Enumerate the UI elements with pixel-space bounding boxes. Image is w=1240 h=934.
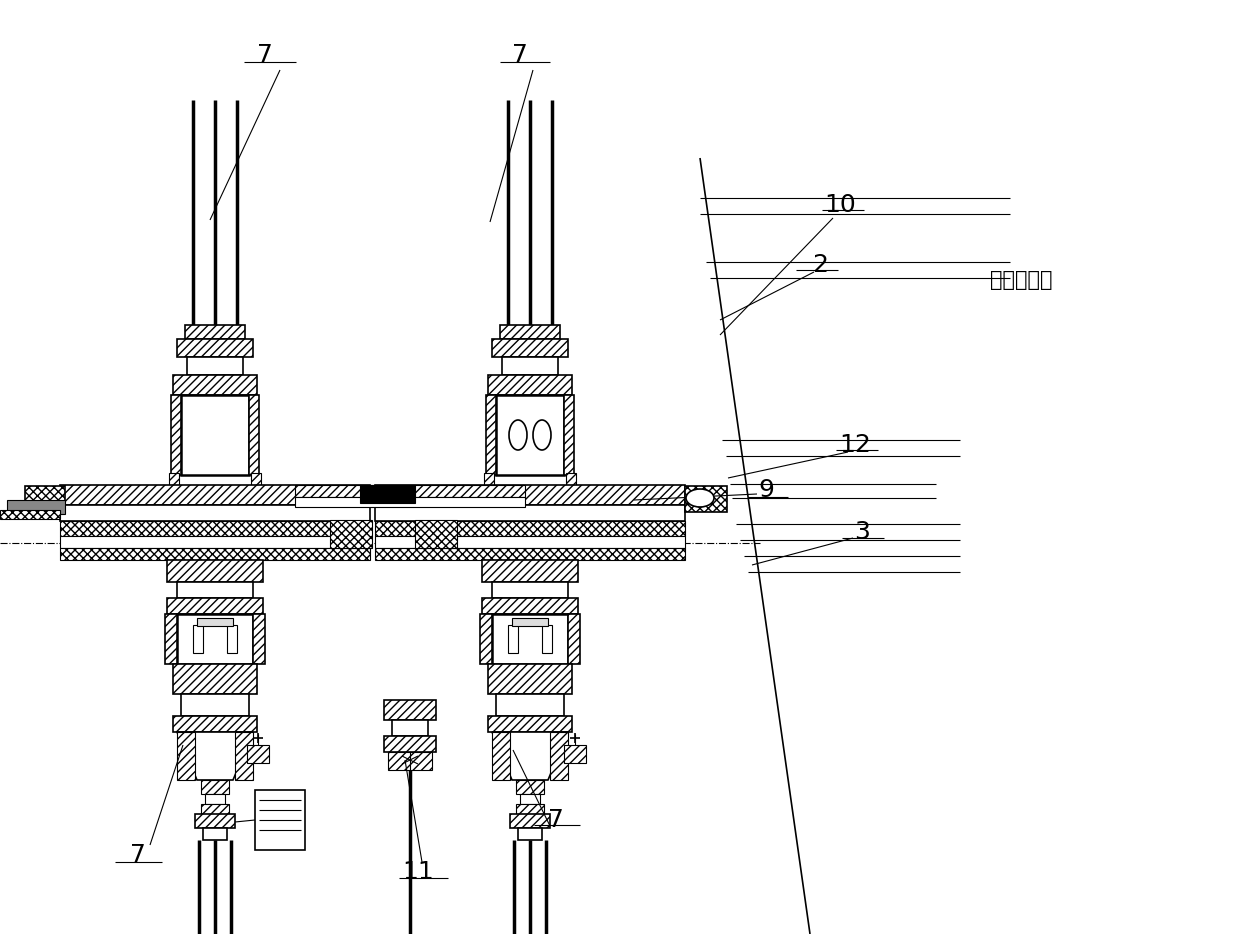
Bar [174, 375, 257, 395]
Bar [177, 732, 195, 780]
Bar [177, 614, 253, 664]
Bar [568, 614, 580, 664]
Bar [60, 536, 370, 548]
Bar [374, 485, 684, 505]
Bar [187, 357, 243, 375]
Bar [330, 520, 372, 548]
Bar [177, 339, 253, 357]
Text: 7: 7 [548, 808, 564, 832]
Polygon shape [177, 732, 253, 780]
Bar [508, 625, 518, 653]
Bar [384, 700, 436, 720]
Bar [489, 375, 572, 395]
Bar [167, 560, 263, 582]
Text: 12: 12 [839, 433, 870, 457]
Bar [489, 664, 572, 694]
Bar [492, 614, 568, 664]
Bar [496, 395, 564, 475]
Bar [392, 720, 428, 736]
Bar [516, 780, 544, 794]
Bar [193, 625, 203, 653]
Bar [7, 500, 64, 514]
Text: 11: 11 [402, 860, 434, 884]
Bar [203, 828, 227, 840]
Bar [60, 521, 370, 536]
Bar [564, 395, 574, 475]
Bar [181, 395, 249, 475]
Bar [512, 618, 548, 626]
Bar [60, 485, 370, 505]
Text: 10: 10 [825, 193, 856, 217]
Ellipse shape [686, 489, 714, 507]
Bar [165, 614, 177, 664]
Polygon shape [492, 732, 568, 780]
Bar [518, 828, 542, 840]
Ellipse shape [533, 420, 551, 450]
Bar [374, 548, 684, 560]
Bar [60, 548, 370, 560]
Bar [249, 395, 259, 475]
Bar [374, 536, 684, 548]
Bar [502, 357, 558, 375]
Bar [295, 485, 525, 497]
Text: 7: 7 [512, 43, 528, 67]
Bar [236, 732, 253, 780]
Bar [492, 732, 510, 780]
Bar [489, 716, 572, 732]
Bar [177, 582, 253, 598]
Bar [482, 598, 578, 614]
Ellipse shape [508, 420, 527, 450]
Bar [201, 780, 229, 794]
Bar [201, 804, 229, 814]
Bar [0, 510, 60, 519]
Bar [247, 745, 269, 763]
Bar [484, 473, 494, 485]
Bar [500, 325, 560, 339]
Bar [564, 745, 587, 763]
Bar [565, 473, 577, 485]
Bar [374, 521, 684, 536]
Bar [492, 582, 568, 598]
Bar [551, 732, 568, 780]
Bar [174, 664, 257, 694]
Bar [415, 520, 458, 548]
Bar [181, 694, 249, 716]
Bar [205, 794, 224, 804]
Bar [492, 339, 568, 357]
Text: 3: 3 [854, 520, 870, 544]
Text: 9: 9 [758, 478, 774, 502]
Bar [185, 325, 246, 339]
Bar [169, 473, 179, 485]
Bar [295, 497, 525, 507]
Bar [684, 486, 727, 512]
Bar [480, 614, 492, 664]
Bar [227, 625, 237, 653]
Bar [174, 716, 257, 732]
Text: 2: 2 [812, 253, 828, 277]
Bar [195, 814, 236, 828]
Bar [60, 505, 370, 521]
Bar [486, 395, 496, 475]
Bar [360, 485, 415, 503]
Bar [482, 560, 578, 582]
Bar [250, 473, 260, 485]
Bar [510, 814, 551, 828]
Bar [197, 618, 233, 626]
Bar [496, 694, 564, 716]
Bar [167, 598, 263, 614]
Bar [25, 486, 64, 512]
Bar [253, 614, 265, 664]
Text: 一次分离面: 一次分离面 [990, 270, 1053, 290]
Text: 7: 7 [257, 43, 273, 67]
Bar [171, 395, 181, 475]
Bar [388, 752, 432, 770]
Bar [374, 505, 684, 521]
Bar [542, 625, 552, 653]
Bar [520, 794, 539, 804]
Bar [255, 790, 305, 850]
Text: 7: 7 [130, 843, 146, 867]
Bar [516, 804, 544, 814]
Bar [384, 736, 436, 752]
